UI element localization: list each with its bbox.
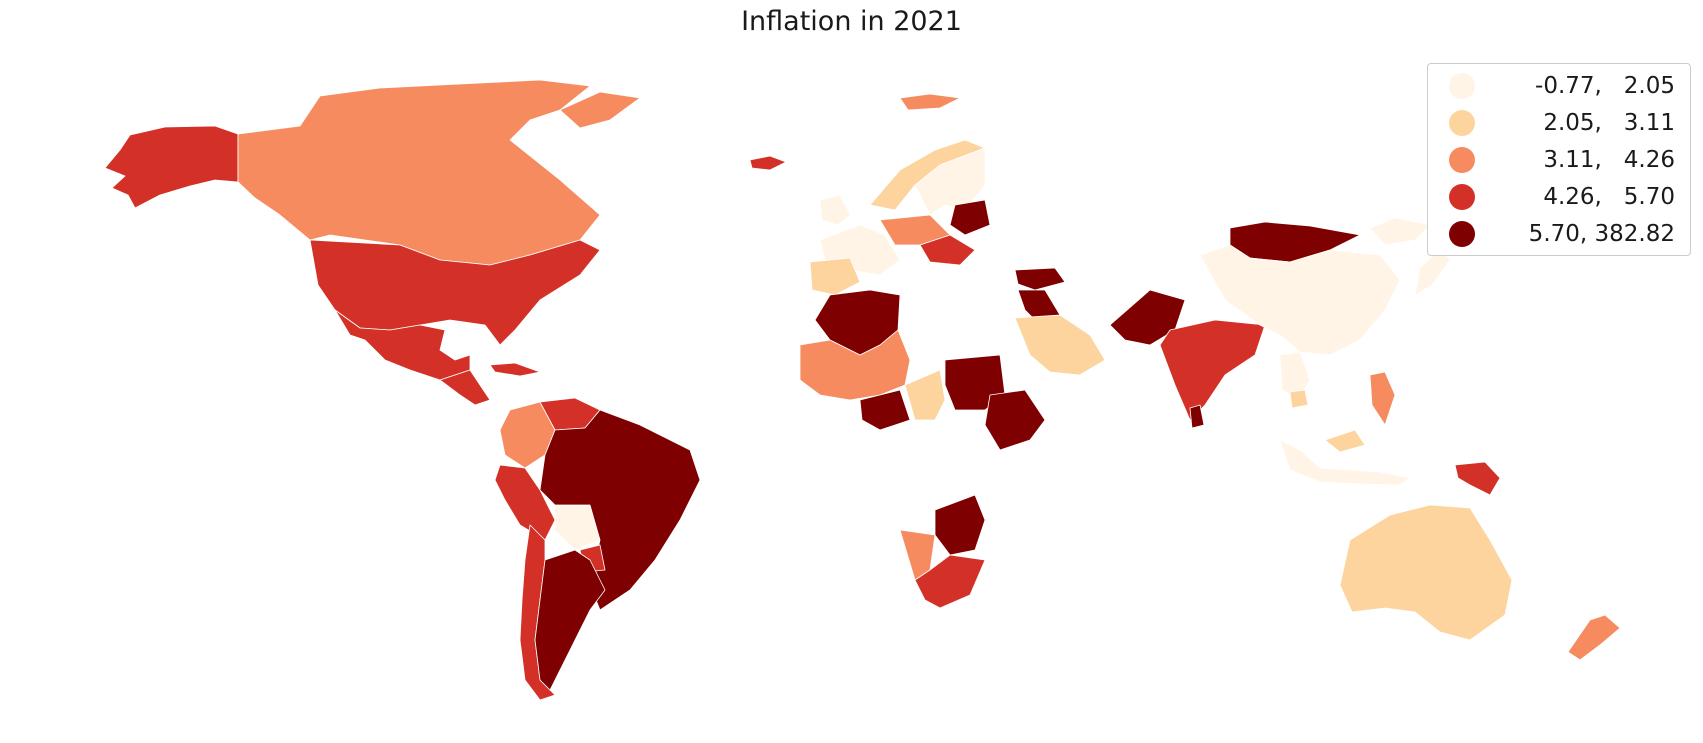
- region-nigeria: [859, 389, 911, 431]
- legend-swatch: [1449, 183, 1475, 210]
- region-mexico: [334, 309, 471, 381]
- region-india: [1159, 319, 1266, 421]
- legend-item: 3.11, 4.26: [1428, 141, 1690, 178]
- region-iberia: [809, 257, 861, 296]
- region-central-america: [439, 369, 491, 406]
- region-cuba: [489, 362, 541, 377]
- region-new-zealand: [1567, 614, 1621, 661]
- legend-label: 2.05, 3.11: [1536, 109, 1675, 136]
- legend-swatch: [1449, 72, 1475, 99]
- region-central-africa: [904, 369, 946, 421]
- region-iceland: [749, 155, 787, 171]
- legend: -0.77, 2.05 2.05, 3.11 3.11, 4.26 4.26, …: [1427, 63, 1691, 256]
- region-baltics-belarus: [949, 199, 991, 236]
- legend-item: 2.05, 3.11: [1428, 104, 1690, 141]
- region-greenland: [559, 91, 641, 129]
- region-eastern-europe: [919, 234, 976, 266]
- region-west-africa-sahel: [799, 329, 911, 401]
- legend-label: 3.11, 4.26: [1536, 146, 1675, 173]
- region-sweden-finland: [914, 147, 986, 216]
- legend-label: 5.70, 382.82: [1521, 220, 1675, 247]
- region-south-africa: [914, 554, 986, 609]
- region-saudi-arabia: [1014, 314, 1106, 376]
- region-alaska: [104, 125, 239, 209]
- region-thailand: [1289, 389, 1309, 409]
- legend-item: -0.77, 2.05: [1428, 67, 1690, 104]
- region-australia: [1339, 504, 1513, 641]
- legend-item: 4.26, 5.70: [1428, 178, 1690, 215]
- region-malaysia: [1324, 429, 1366, 453]
- region-canada: [237, 79, 601, 266]
- legend-label: -0.77, 2.05: [1535, 72, 1675, 99]
- region-united-kingdom: [819, 194, 851, 226]
- map-title: Inflation in 2021: [741, 6, 962, 37]
- region-ethiopia: [984, 389, 1046, 451]
- legend-swatch: [1449, 146, 1475, 173]
- region-philippines: [1369, 371, 1396, 426]
- legend-swatch: [1449, 220, 1475, 247]
- region-indonesia: [1279, 439, 1411, 486]
- region-brazil: [539, 409, 701, 611]
- legend-swatch: [1449, 109, 1475, 136]
- region-china: [1199, 244, 1401, 356]
- region-argentina: [534, 549, 606, 691]
- region-sri-lanka: [1189, 404, 1205, 429]
- legend-item: 5.70, 382.82: [1428, 215, 1690, 252]
- legend-label: 4.26, 5.70: [1536, 183, 1675, 210]
- region-svalbard: [899, 93, 961, 111]
- region-southern-africa: [934, 494, 986, 556]
- region-russia-east: [1369, 217, 1431, 246]
- region-papua-new-guinea: [1454, 461, 1501, 496]
- region-turkey: [1014, 267, 1066, 291]
